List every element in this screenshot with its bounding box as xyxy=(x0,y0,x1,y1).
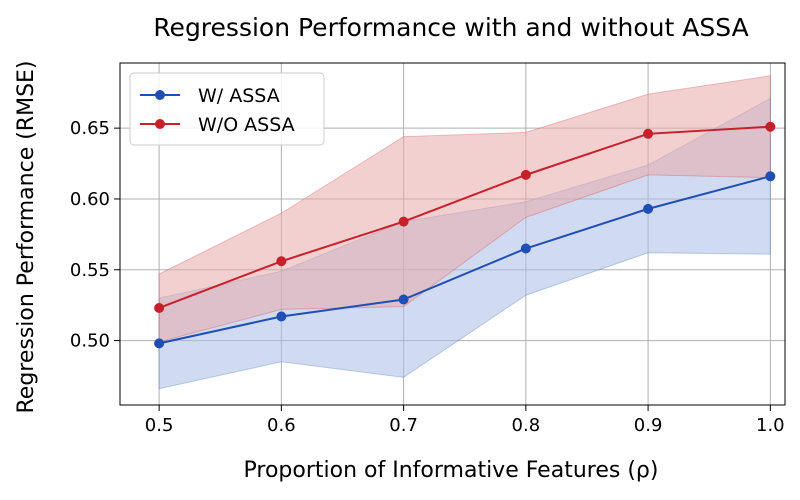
with-assa-point xyxy=(520,243,531,254)
with-assa-point xyxy=(154,338,165,349)
x-axis-label: Proportion of Informative Features (ρ) xyxy=(244,458,659,483)
y-tick-label: 0.55 xyxy=(70,260,110,281)
without-assa-point xyxy=(643,128,654,139)
legend-with-assa-marker xyxy=(155,90,165,100)
with-assa-point xyxy=(643,203,654,214)
x-tick-label: 0.6 xyxy=(267,415,296,436)
x-tick-label: 0.5 xyxy=(145,415,174,436)
without-assa-point xyxy=(520,169,531,180)
with-assa-point xyxy=(398,294,409,305)
x-tick-label: 0.9 xyxy=(634,415,663,436)
x-tick-label: 0.7 xyxy=(389,415,418,436)
series-lines xyxy=(158,125,771,345)
axis-ticks: 0.5 0.6 0.7 0.8 0.9 1.0 0.50 0.55 0.60 0.65 xyxy=(70,118,785,436)
without-assa-point xyxy=(154,302,165,313)
x-tick-label: 1.0 xyxy=(756,415,785,436)
legend: W/ ASSA W/O ASSA xyxy=(129,72,325,146)
legend-without-assa-label: W/O ASSA xyxy=(198,114,295,136)
legend-without-assa-marker xyxy=(155,119,165,129)
y-tick-label: 0.65 xyxy=(70,118,110,139)
y-tick-label: 0.50 xyxy=(70,331,110,352)
with-assa-point xyxy=(765,171,776,182)
without-assa-point xyxy=(276,256,287,267)
chart-title: Regression Performance with and without … xyxy=(153,13,748,42)
without-assa-point xyxy=(398,216,409,227)
x-tick-label: 0.8 xyxy=(512,415,541,436)
y-axis-label: Regression Performance (RMSE) xyxy=(14,60,39,413)
without-assa-line xyxy=(158,125,771,309)
y-tick-label: 0.60 xyxy=(70,189,110,210)
with-assa-point xyxy=(276,311,287,322)
with-assa-line xyxy=(158,175,771,345)
legend-box xyxy=(129,72,325,146)
plot-area-frame xyxy=(119,62,786,406)
without-assa-point xyxy=(765,121,776,132)
legend-with-assa-label: W/ ASSA xyxy=(198,85,280,107)
series-markers xyxy=(154,121,776,349)
